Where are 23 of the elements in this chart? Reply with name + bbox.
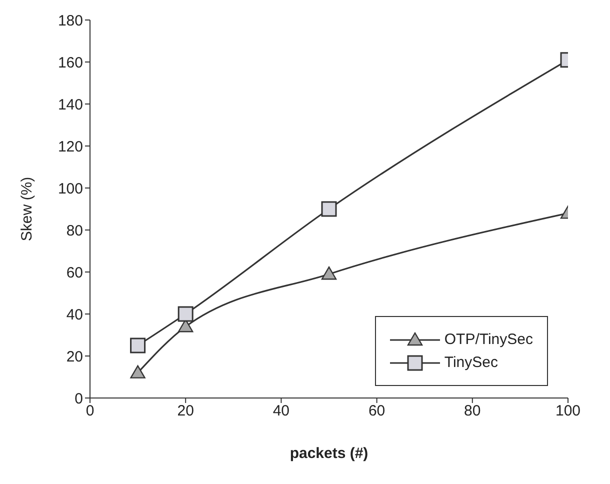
y-tick-label: 100 <box>58 180 83 198</box>
x-tick-label: 20 <box>177 402 194 420</box>
y-tick-label: 0 <box>74 390 83 408</box>
point <box>130 338 146 354</box>
point <box>130 365 146 378</box>
y-tick-label: 180 <box>58 12 83 30</box>
x-tick-label: 40 <box>272 402 290 420</box>
y-tick-label: 140 <box>58 96 83 114</box>
legend-label: OTP/TinySec <box>444 331 533 348</box>
y-tick-label: 80 <box>66 222 83 240</box>
x-tick-label: 0 <box>86 402 94 420</box>
y-tick-label: 160 <box>58 54 83 72</box>
x-tick-label: 80 <box>464 402 481 420</box>
x-tick-label: 100 <box>555 402 581 420</box>
x-axis-title: packets (#) <box>290 445 368 462</box>
x-tick-label: 60 <box>368 402 386 420</box>
y-tick-label: 40 <box>66 306 83 324</box>
y-tick-label: 120 <box>58 138 83 156</box>
point <box>178 306 194 322</box>
y-axis-title: Skew (%) <box>18 176 36 242</box>
y-tick-label: 20 <box>66 348 83 366</box>
legend-label: TinySec <box>444 354 498 371</box>
y-tick-label: 60 <box>66 264 83 282</box>
